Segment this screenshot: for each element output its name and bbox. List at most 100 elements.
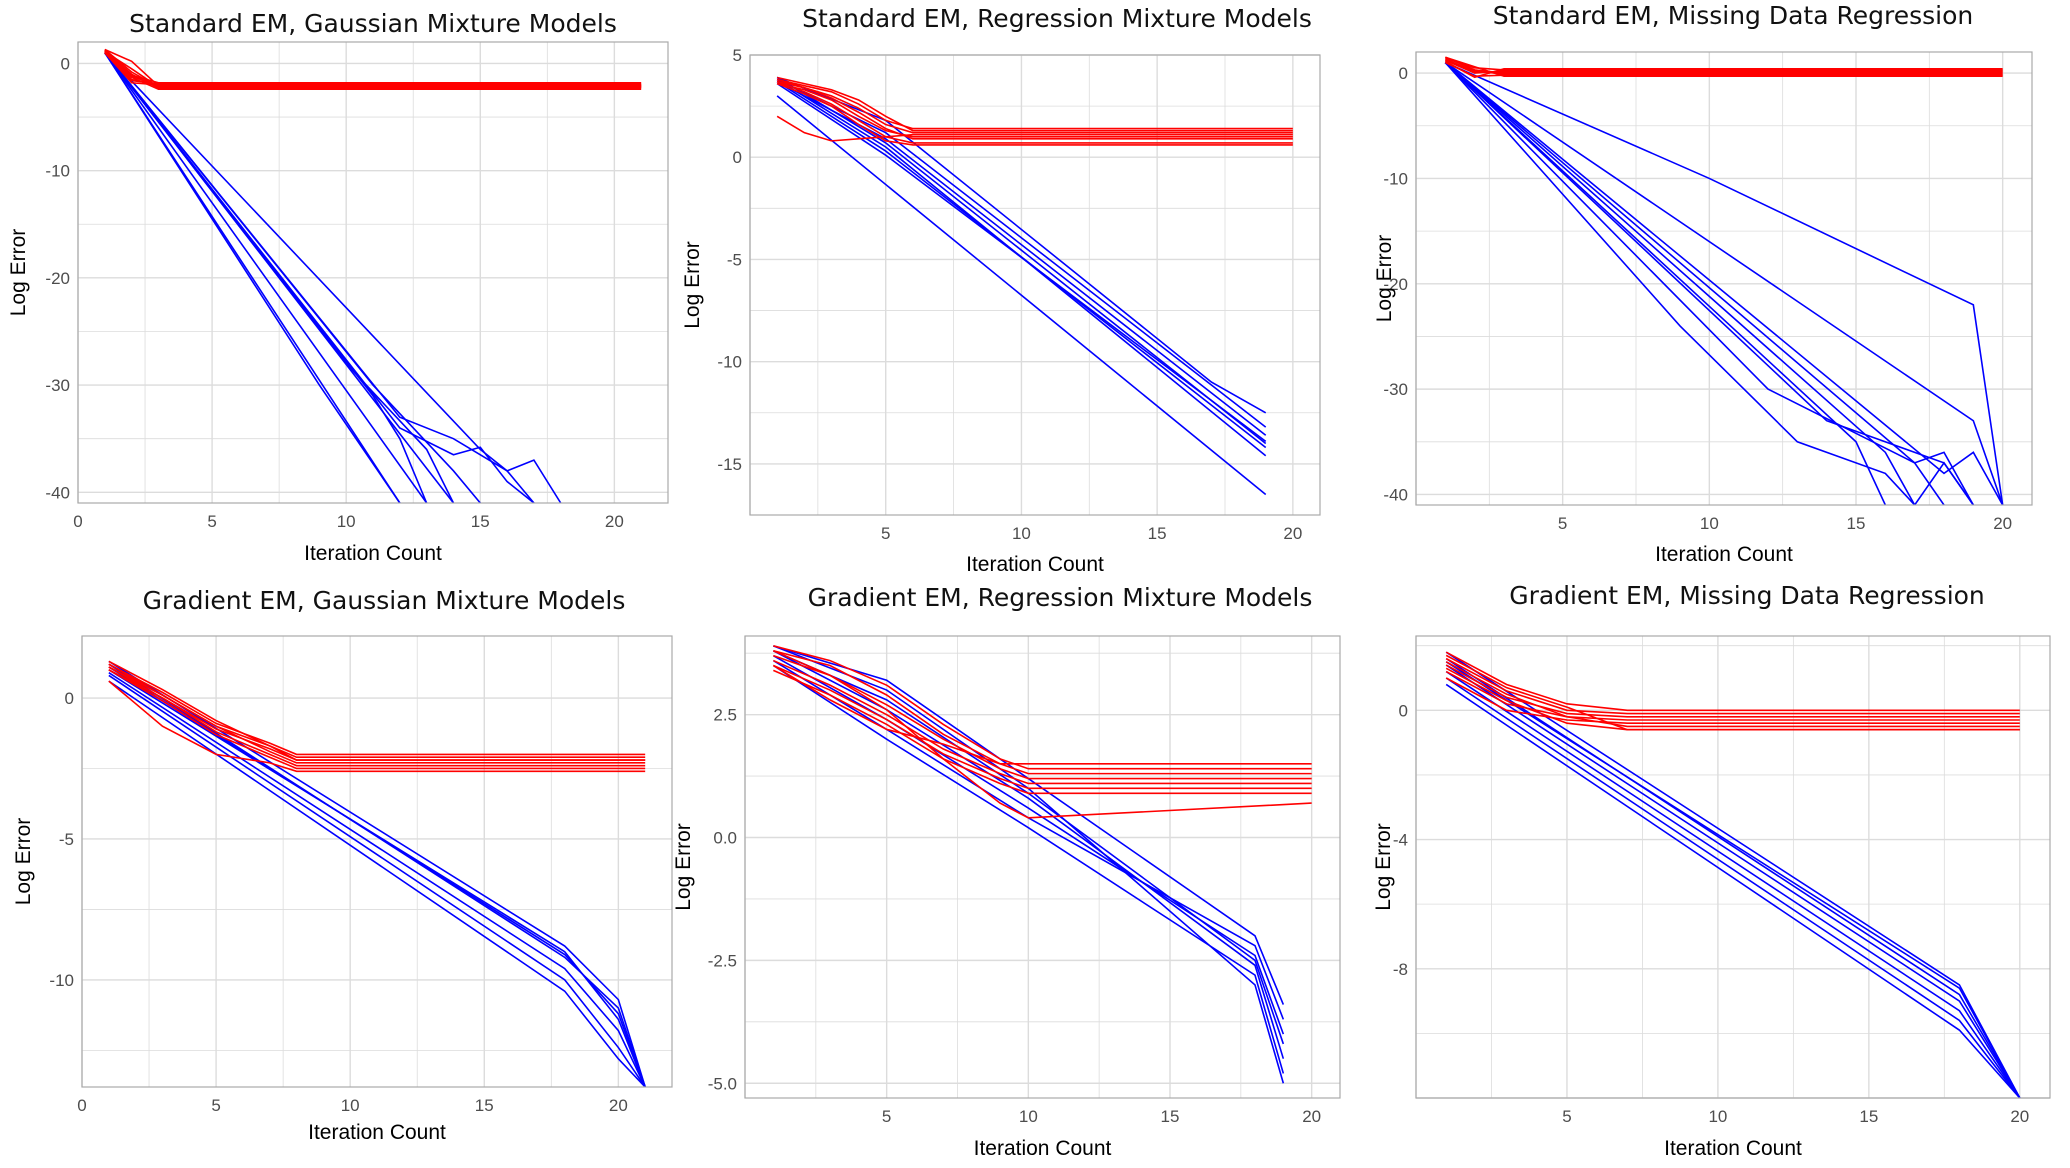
blue-series-line bbox=[104, 52, 535, 503]
y-tick-label: -20 bbox=[1383, 275, 1408, 294]
y-tick-label: -30 bbox=[45, 376, 70, 395]
y-tick-label: -5 bbox=[727, 250, 742, 269]
blue-series-line bbox=[776, 80, 1267, 436]
x-tick-label: 5 bbox=[1558, 514, 1567, 533]
blue-series-line bbox=[772, 650, 1285, 1059]
x-tick-label: 5 bbox=[1562, 1107, 1571, 1126]
x-tick-label: 10 bbox=[1019, 1107, 1038, 1126]
blue-series-line bbox=[108, 671, 646, 1087]
y-tick-label: 0.0 bbox=[713, 829, 737, 848]
panel-border bbox=[1415, 51, 2033, 506]
x-tick-label: 20 bbox=[1993, 514, 2012, 533]
panel-border bbox=[81, 635, 673, 1088]
chart-panel-6: 5 10 15 20 0 -4 -8 Gradient EM, Missing Data Re… bbox=[1372, 581, 2051, 1160]
blue-series-line bbox=[104, 52, 401, 503]
chart-title: Standard EM, Missing Data Regression bbox=[1493, 1, 1974, 30]
chart-title: Gradient EM, Regression Mixture Models bbox=[808, 583, 1313, 612]
x-tick-label: 10 bbox=[337, 512, 356, 531]
red-series-line bbox=[104, 52, 642, 84]
x-tick-label: 20 bbox=[609, 1096, 628, 1115]
red-series-line bbox=[104, 51, 642, 85]
y-tick-label: -10 bbox=[1383, 169, 1408, 188]
y-tick-label: -10 bbox=[45, 162, 70, 181]
y-axis-label: Log Error bbox=[12, 818, 35, 906]
x-tick-label: 5 bbox=[881, 524, 890, 543]
gridlines bbox=[77, 42, 668, 503]
red-series-line bbox=[776, 80, 1293, 144]
y-tick-label: 0 bbox=[61, 54, 70, 73]
y-tick-label: -5.0 bbox=[708, 1074, 737, 1093]
panel-border bbox=[1415, 635, 2051, 1099]
x-axis-label: Iteration Count bbox=[308, 1121, 446, 1144]
red-series-line bbox=[1445, 677, 2020, 725]
red-series-line bbox=[1445, 651, 2020, 712]
blue-series-line bbox=[1445, 661, 2021, 1098]
chart-panel-4: 0 5 10 15 20 0 -5 -10 Gradient EM, Gaussian Mixt… bbox=[12, 586, 673, 1144]
chart-panel-5: 5 10 15 20 2.5 0.0 -2.5 -5.0 Gradient EM, Regres… bbox=[672, 583, 1341, 1160]
y-axis-label: Log Error bbox=[1372, 823, 1395, 911]
red-series-line bbox=[776, 76, 1293, 132]
x-tick-label: 0 bbox=[77, 1096, 86, 1115]
y-tick-label: -30 bbox=[1383, 380, 1408, 399]
red-series-line bbox=[773, 650, 1312, 819]
x-tick-label: 10 bbox=[1700, 514, 1719, 533]
red-series-line bbox=[108, 666, 646, 767]
x-axis-label: Iteration Count bbox=[974, 1137, 1112, 1160]
blue-series-line bbox=[1445, 677, 2021, 1098]
red-series-line bbox=[772, 664, 1312, 765]
x-tick-label: 15 bbox=[1148, 524, 1167, 543]
y-tick-label: 0 bbox=[1399, 701, 1408, 720]
x-tick-label: 15 bbox=[1847, 514, 1866, 533]
x-tick-label: 15 bbox=[471, 512, 490, 531]
red-series-line bbox=[776, 82, 1293, 138]
blue-series-line bbox=[1444, 61, 2004, 505]
blue-series-line bbox=[108, 666, 646, 1087]
blue-series-line bbox=[1444, 61, 1887, 505]
y-axis-label: Log Error bbox=[672, 823, 695, 911]
blue-series-line bbox=[108, 674, 646, 1087]
y-tick-label: 2.5 bbox=[713, 706, 737, 725]
red-series-line bbox=[108, 669, 646, 770]
red-series-line bbox=[104, 50, 642, 88]
blue-series-line bbox=[1445, 61, 2004, 505]
x-axis-label: Iteration Count bbox=[1655, 543, 1793, 566]
blue-series-line bbox=[776, 76, 1267, 445]
blue-series-line bbox=[104, 52, 535, 503]
x-tick-label: 0 bbox=[73, 512, 82, 531]
blue-series-line bbox=[1444, 61, 1945, 505]
blue-series-line bbox=[776, 82, 1267, 443]
y-axis-label: Log Error bbox=[681, 241, 704, 329]
x-axis-label: Iteration Count bbox=[1664, 1137, 1802, 1160]
series-group bbox=[104, 48, 642, 503]
x-tick-label: 5 bbox=[211, 1096, 220, 1115]
blue-series-line bbox=[104, 52, 428, 503]
series-group bbox=[1444, 56, 2004, 505]
x-tick-label: 15 bbox=[1859, 1107, 1878, 1126]
x-tick-label: 20 bbox=[1302, 1107, 1321, 1126]
y-tick-label: -8 bbox=[1393, 960, 1408, 979]
chart-title: Gradient EM, Missing Data Regression bbox=[1509, 581, 1985, 610]
x-axis-label: Iteration Count bbox=[966, 553, 1104, 576]
blue-series-line bbox=[776, 95, 1267, 496]
y-tick-label: -2.5 bbox=[708, 951, 737, 970]
x-tick-label: 15 bbox=[475, 1096, 494, 1115]
x-tick-label: 15 bbox=[1161, 1107, 1180, 1126]
chart-title: Standard EM, Gaussian Mixture Models bbox=[129, 9, 617, 38]
red-series-line bbox=[104, 48, 642, 87]
panel-border bbox=[744, 635, 1341, 1099]
panel-border bbox=[749, 54, 1321, 516]
y-tick-label: -20 bbox=[45, 269, 70, 288]
y-tick-label: -10 bbox=[717, 353, 742, 372]
gridlines bbox=[81, 636, 672, 1087]
x-axis-label: Iteration Count bbox=[304, 542, 442, 565]
y-axis-label: Log Error bbox=[1373, 235, 1396, 323]
x-tick-label: 10 bbox=[341, 1096, 360, 1115]
red-series-line bbox=[1445, 59, 2003, 73]
blue-series-line bbox=[776, 76, 1267, 414]
blue-series-line bbox=[772, 664, 1285, 1074]
chart-panel-1: 0 5 10 15 20 0 -10 -20 -30 -40 Standard EM, Gaussi… bbox=[7, 9, 669, 565]
red-series-line bbox=[1444, 60, 2003, 79]
red-series-line bbox=[108, 660, 646, 761]
blue-series-line bbox=[1445, 664, 2021, 1098]
